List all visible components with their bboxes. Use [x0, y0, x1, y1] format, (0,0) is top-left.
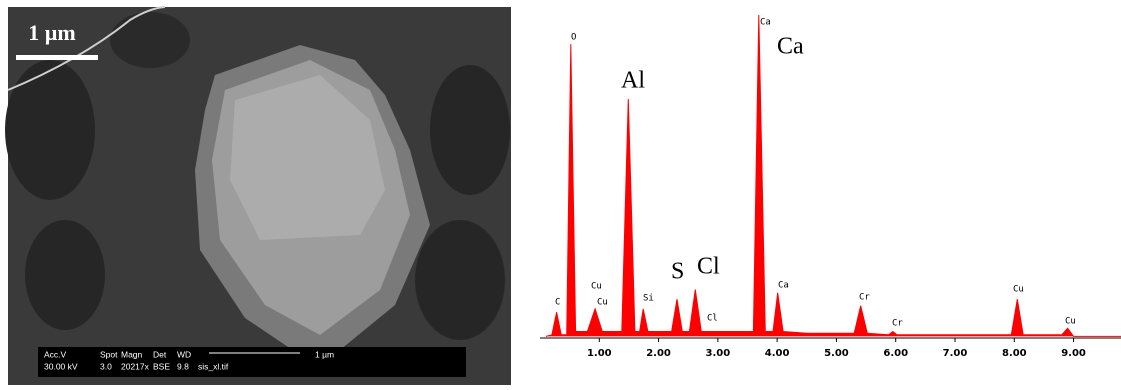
- sem-image: 1 µm 1 µm: [5, 6, 511, 385]
- peak-label: Si: [643, 294, 654, 304]
- crystal-face: [230, 75, 385, 240]
- scale-label: 1 µm: [28, 20, 76, 45]
- hole: [25, 220, 105, 330]
- info-header: Spot: [100, 349, 118, 359]
- peak-label: Cu: [591, 282, 602, 292]
- element-label: Al: [621, 68, 645, 94]
- edge: [7, 6, 166, 91]
- peak-label: Cr: [892, 319, 903, 329]
- peak-label: Ca: [778, 281, 789, 291]
- info-scale: 1 µm: [315, 349, 334, 359]
- element-label: Cl: [697, 254, 720, 280]
- peak-label: Cu: [1013, 285, 1024, 295]
- info-value: 20217x: [121, 361, 150, 371]
- hole: [430, 65, 510, 195]
- peak-label: O: [571, 33, 576, 43]
- x-tick-label: 8.00: [1002, 348, 1027, 359]
- info-header: Acc.V: [44, 349, 67, 359]
- x-tick-label: 1.00: [587, 348, 612, 359]
- x-tick-label: 2.00: [646, 348, 671, 359]
- spectrum-area: [545, 14, 1121, 337]
- x-tick-label: 6.00: [883, 348, 908, 359]
- scale-bar: [16, 55, 98, 60]
- peak-label: Ca: [760, 18, 771, 28]
- peak-label: Cu: [1065, 317, 1076, 327]
- x-tick-label: 3.00: [706, 348, 731, 359]
- x-tick-label: 4.00: [765, 348, 790, 359]
- info-header: Magn: [121, 349, 143, 359]
- info-header: Det: [153, 349, 167, 359]
- info-value: 9.8: [177, 361, 189, 371]
- x-tick-label: 7.00: [943, 348, 968, 359]
- element-label: Ca: [777, 34, 804, 60]
- info-value: BSE: [153, 361, 170, 371]
- hole: [415, 220, 505, 340]
- info-value: 3.0: [100, 361, 112, 371]
- info-header: WD: [177, 349, 191, 359]
- peak-label: C: [555, 298, 560, 308]
- hole: [110, 12, 190, 68]
- hole: [5, 60, 95, 200]
- element-label: S: [671, 259, 684, 285]
- peak-label: Cr: [859, 293, 870, 303]
- info-value: sis_xl.tif: [198, 361, 229, 371]
- peak-label: Cu: [597, 298, 608, 308]
- info-value: 30.00 kV: [44, 361, 78, 371]
- peak-label: Cl: [707, 314, 718, 324]
- x-tick-label: 5.00: [824, 348, 849, 359]
- info-bar: [38, 347, 466, 377]
- x-tick-label: 9.00: [1061, 348, 1086, 359]
